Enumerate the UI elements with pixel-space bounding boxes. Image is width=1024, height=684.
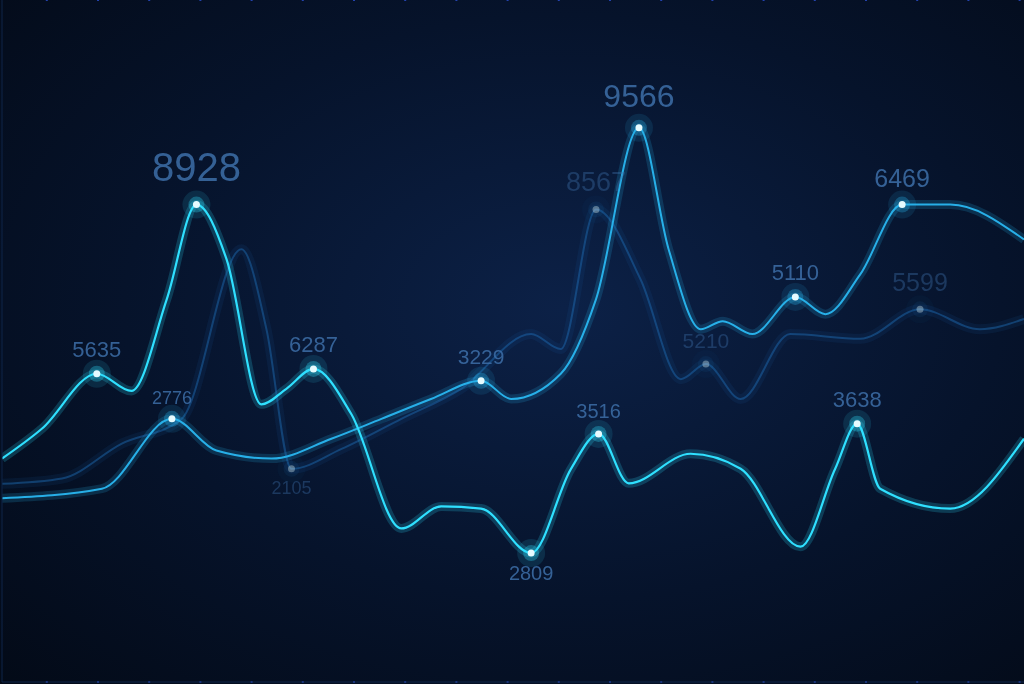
svg-text:5635: 5635	[72, 337, 121, 362]
svg-text:5110: 5110	[772, 260, 819, 285]
svg-text:3516: 3516	[576, 400, 621, 422]
svg-text:8567: 8567	[566, 167, 626, 197]
svg-text:3229: 3229	[458, 345, 505, 368]
svg-text:8928: 8928	[152, 145, 241, 189]
svg-text:3638: 3638	[833, 387, 882, 412]
svg-text:6287: 6287	[289, 332, 338, 357]
svg-text:9566: 9566	[603, 78, 674, 114]
svg-text:5599: 5599	[892, 268, 948, 296]
svg-text:2776: 2776	[152, 388, 192, 408]
svg-text:5210: 5210	[683, 329, 730, 352]
svg-text:6469: 6469	[874, 164, 930, 192]
svg-text:2105: 2105	[271, 478, 311, 498]
svg-text:2809: 2809	[509, 562, 554, 584]
